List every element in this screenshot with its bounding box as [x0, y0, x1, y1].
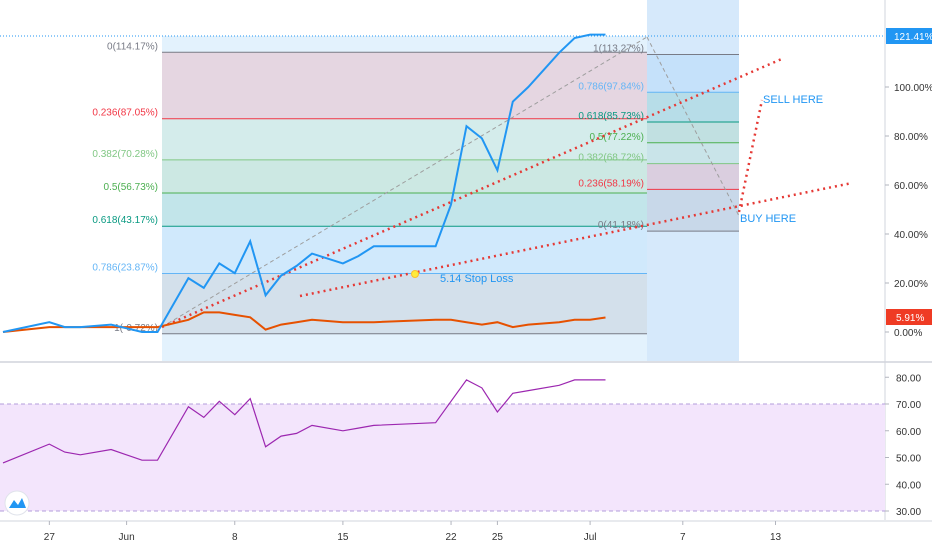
rsi-axis-label: 70.00: [896, 400, 921, 411]
fib-level-label: 1(-0.72%): [114, 323, 158, 334]
last-value-label-main: 121.41%: [894, 32, 932, 43]
price-axis-label: 0.00%: [894, 328, 922, 339]
fib-retracement-left[interactable]: 0(114.17%) 0.236(87.05%) 0.382(70.28%) 0.5(…: [92, 41, 647, 335]
price-axis[interactable]: 0.00% 20.00% 40.00% 60.00% 80.00% 100.00%: [885, 83, 932, 339]
time-axis-label: Jun: [119, 532, 135, 543]
fib-level-label: 0.236(58.19%): [578, 178, 644, 189]
fib-level-label: 0.786(97.84%): [578, 81, 644, 92]
fib-level-label: 0.5(56.73%): [104, 182, 158, 193]
series-line-main[interactable]: [2, 33, 606, 333]
annotation-buy-here: BUY HERE: [740, 213, 796, 225]
last-value-badge-main: [886, 28, 932, 44]
time-axis-label: Jul: [584, 532, 597, 543]
stop-loss-marker[interactable]: [411, 270, 419, 278]
fib-zone: [647, 92, 739, 122]
fib-zone: [647, 121, 739, 143]
fib-level-label: 0(41.18%): [598, 220, 644, 231]
series-line-compare[interactable]: [2, 311, 606, 333]
time-axis-label: 13: [770, 532, 782, 543]
fib-level-label: 0.236(87.05%): [92, 108, 158, 119]
fib-level-label: 0.618(43.17%): [92, 215, 158, 226]
fib-trend-line-left: [161, 36, 648, 328]
date-range-highlight: [162, 36, 647, 361]
last-value-badge-compare: [886, 309, 932, 325]
fib-level-label: 1(113.27%): [593, 43, 644, 54]
time-axis-label: 8: [232, 532, 238, 543]
price-axis-label: 80.00%: [894, 132, 928, 143]
price-axis-label: 100.00%: [894, 83, 932, 94]
fib-level-label: 0(114.17%): [107, 41, 158, 52]
fib-trend-line-right: [646, 36, 740, 217]
fib-zone: [162, 118, 647, 160]
time-axis-label: 7: [680, 532, 686, 543]
rsi-axis-label: 50.00: [896, 454, 921, 465]
price-axis-label: 40.00%: [894, 230, 928, 241]
fib-zone: [647, 189, 739, 232]
fib-zone: [162, 159, 647, 194]
fib-zone: [162, 226, 647, 274]
lower-trendline[interactable]: [299, 181, 853, 298]
rsi-axis[interactable]: 30.00 40.00 50.00 60.00 70.00 80.00: [885, 373, 921, 518]
future-range-highlight: [647, 0, 739, 361]
price-axis-label: 60.00%: [894, 181, 928, 192]
annotation-sell-here: SELL HERE: [763, 94, 823, 106]
rsi-axis-label: 30.00: [896, 507, 921, 518]
time-axis[interactable]: 27 Jun 8 15 22 25 Jul 7 13: [44, 521, 782, 543]
rsi-axis-label: 40.00: [896, 480, 921, 491]
rsi-axis-label: 80.00: [896, 373, 921, 384]
annotation-stop-loss: 5.14 Stop Loss: [440, 273, 514, 285]
rsi-line[interactable]: [2, 379, 606, 464]
fib-level-label: 0.382(70.28%): [92, 149, 158, 160]
fib-retracement-right[interactable]: 1(113.27%) 0.786(97.84%) 0.618(85.73%) 0.5(…: [578, 43, 739, 232]
fib-zone: [647, 142, 739, 164]
time-axis-label: 25: [492, 532, 504, 543]
upper-trendline[interactable]: [161, 56, 785, 329]
fib-zone: [162, 273, 647, 334]
projection-line[interactable]: [737, 99, 764, 213]
fib-level-label: 0.618(85.73%): [578, 111, 644, 122]
fib-zone: [162, 193, 647, 227]
fib-level-label: 0.382(68.72%): [578, 153, 644, 164]
last-value-label-compare: 5.91%: [896, 313, 924, 324]
fib-zone: [647, 163, 739, 190]
time-axis-label: 27: [44, 532, 56, 543]
fib-zone: [647, 54, 739, 93]
price-axis-label: 20.00%: [894, 279, 928, 290]
tradingview-logo-icon[interactable]: [4, 490, 30, 516]
time-axis-label: 22: [445, 532, 457, 543]
fib-level-label: 0.5(77.22%): [590, 132, 644, 143]
rsi-axis-label: 60.00: [896, 427, 921, 438]
fib-zone: [162, 52, 647, 119]
time-axis-label: 15: [337, 532, 349, 543]
rsi-band: [0, 404, 885, 511]
fib-level-label: 0.786(23.87%): [92, 263, 158, 274]
